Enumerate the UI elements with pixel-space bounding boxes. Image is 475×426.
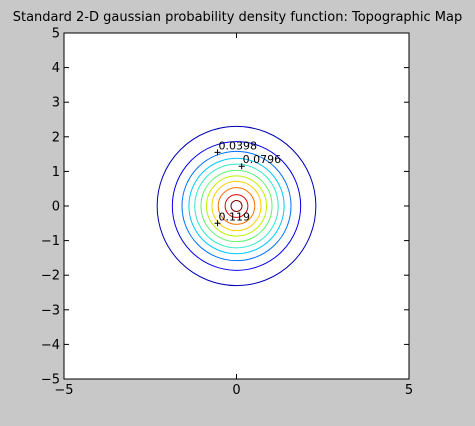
contour-level-1 (171, 141, 302, 271)
contour-label-marker (214, 220, 221, 227)
contour-label: 0.0398 (219, 139, 258, 152)
y-tick-label: 3 (52, 96, 60, 111)
contour-level-10 (230, 199, 243, 213)
y-tick-label: −3 (41, 303, 60, 318)
contour-level-2 (181, 150, 292, 262)
y-tick-label: −4 (41, 338, 60, 353)
contour-level-6 (205, 175, 268, 237)
contour-level-4 (194, 163, 279, 249)
axis-ticks: −5 0 5 5 4 3 2 1 0 −1 −2 −3 −4 −5 (41, 27, 413, 399)
contour-level-7 (211, 180, 262, 232)
y-tick-label: −2 (41, 269, 60, 284)
y-tick-label: −1 (41, 234, 60, 249)
x-tick-label: −5 (54, 383, 73, 398)
x-tick-label: 5 (405, 383, 413, 398)
axes-area (63, 32, 410, 380)
contour-level-3 (188, 157, 285, 255)
y-tick-label: 2 (52, 130, 60, 145)
contour-label: 0.0796 (243, 153, 281, 166)
contour-lines (156, 125, 317, 287)
y-tick-label: 5 (52, 27, 60, 42)
contour-label-marker (238, 163, 245, 170)
chart-title: Standard 2-D gaussian probability densit… (13, 10, 463, 25)
contour-label: 0.119 (219, 210, 251, 223)
contour-level-8 (217, 187, 256, 225)
y-tick-label: 4 (52, 61, 60, 76)
y-tick-label: 1 (52, 165, 60, 180)
x-tick-label: 0 (232, 383, 240, 398)
contour-label-marker (214, 149, 221, 156)
contour-level-9 (224, 194, 249, 218)
y-tick-label: 0 (52, 200, 60, 215)
contour-level-0 (156, 125, 317, 287)
contour-level-5 (200, 169, 273, 243)
y-tick-label: −5 (41, 373, 60, 388)
